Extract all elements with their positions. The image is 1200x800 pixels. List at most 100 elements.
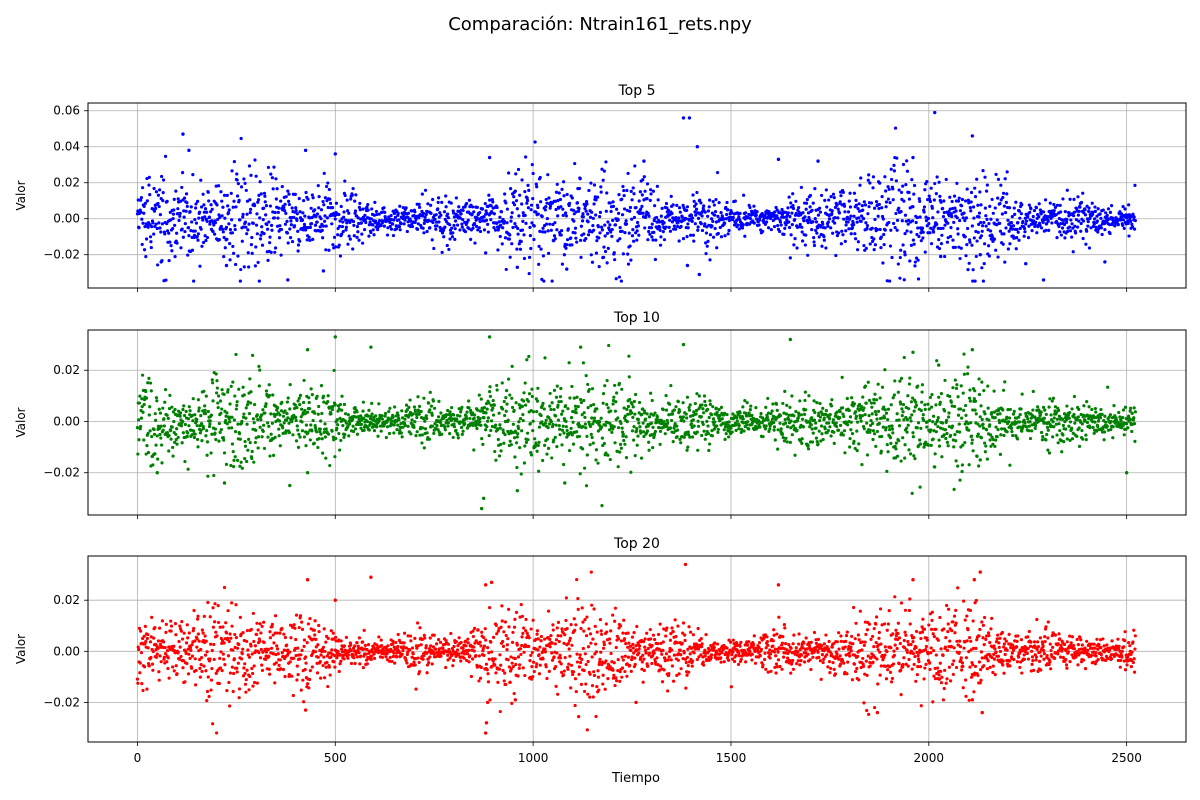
data-point <box>374 414 378 418</box>
data-point <box>926 443 931 447</box>
data-point <box>1068 225 1072 229</box>
data-point <box>964 216 969 220</box>
data-point <box>864 221 868 225</box>
data-point <box>1132 227 1137 231</box>
data-point <box>558 395 563 399</box>
data-point <box>546 229 550 233</box>
data-point <box>888 201 892 205</box>
data-point <box>815 231 819 235</box>
data-point <box>505 388 509 393</box>
data-point <box>159 424 163 428</box>
data-point <box>252 421 256 425</box>
data-point <box>182 209 186 213</box>
data-point <box>897 418 901 422</box>
data-point <box>1094 228 1098 232</box>
data-point <box>355 225 360 229</box>
data-point <box>185 204 189 208</box>
data-point <box>409 432 413 436</box>
data-point <box>878 396 882 400</box>
data-point <box>467 227 471 231</box>
data-point <box>148 235 153 239</box>
data-point <box>884 426 888 430</box>
data-point <box>337 407 341 411</box>
data-point <box>238 279 242 283</box>
data-point <box>871 429 876 433</box>
data-point <box>865 453 870 457</box>
data-point <box>274 177 278 181</box>
data-point <box>973 279 977 283</box>
data-point <box>953 378 957 382</box>
data-point <box>618 237 622 241</box>
data-point <box>534 441 538 445</box>
data-point <box>1087 206 1091 210</box>
data-point <box>655 184 659 188</box>
data-point <box>195 418 199 422</box>
data-point <box>493 228 498 232</box>
data-point <box>584 199 589 204</box>
data-point <box>158 213 163 217</box>
data-point <box>702 411 706 415</box>
data-point <box>867 413 871 418</box>
data-point <box>439 411 443 415</box>
data-point <box>982 389 986 393</box>
data-point <box>1005 192 1009 196</box>
data-point <box>516 232 520 236</box>
data-point <box>745 423 749 427</box>
data-point <box>324 248 328 252</box>
data-point <box>1043 218 1047 222</box>
data-point <box>429 203 433 207</box>
data-point <box>261 429 265 434</box>
data-point <box>181 235 185 239</box>
data-point <box>197 406 201 410</box>
data-point <box>528 234 532 238</box>
data-point <box>600 228 604 232</box>
data-point <box>1081 191 1085 195</box>
data-point <box>776 216 780 220</box>
data-point <box>181 407 185 412</box>
data-point <box>461 217 465 222</box>
data-point <box>330 206 335 210</box>
data-point <box>969 200 973 204</box>
data-point <box>494 458 498 462</box>
data-point <box>288 227 292 231</box>
data-point <box>685 208 689 212</box>
data-point <box>524 403 528 407</box>
data-point <box>772 224 777 229</box>
data-point <box>547 196 551 200</box>
data-point <box>601 401 605 405</box>
data-point <box>670 412 675 416</box>
data-point <box>529 208 533 212</box>
data-point <box>625 407 629 411</box>
data-point <box>411 412 415 416</box>
data-point <box>488 390 492 394</box>
data-point <box>882 416 887 420</box>
data-point <box>147 183 151 187</box>
data-point <box>304 190 308 195</box>
data-point <box>1123 207 1127 211</box>
data-point <box>877 206 881 211</box>
data-point <box>341 220 345 224</box>
data-point <box>1039 410 1043 414</box>
data-point <box>685 263 690 268</box>
data-point <box>142 204 146 208</box>
data-point <box>621 184 625 189</box>
data-point <box>451 231 455 235</box>
data-point <box>868 242 872 246</box>
data-point <box>1121 205 1125 209</box>
data-point <box>827 417 832 421</box>
data-point <box>493 449 497 454</box>
data-point <box>236 254 240 258</box>
data-point <box>821 406 825 410</box>
data-point <box>1056 408 1061 412</box>
data-point <box>560 229 564 233</box>
data-point <box>538 229 542 233</box>
data-point <box>1088 216 1092 221</box>
data-point <box>979 234 984 238</box>
data-point <box>996 177 1001 182</box>
data-point <box>253 440 257 445</box>
data-point <box>508 393 512 397</box>
data-point <box>822 235 826 239</box>
data-point <box>212 223 216 227</box>
data-point <box>450 235 455 239</box>
data-point <box>998 421 1002 425</box>
